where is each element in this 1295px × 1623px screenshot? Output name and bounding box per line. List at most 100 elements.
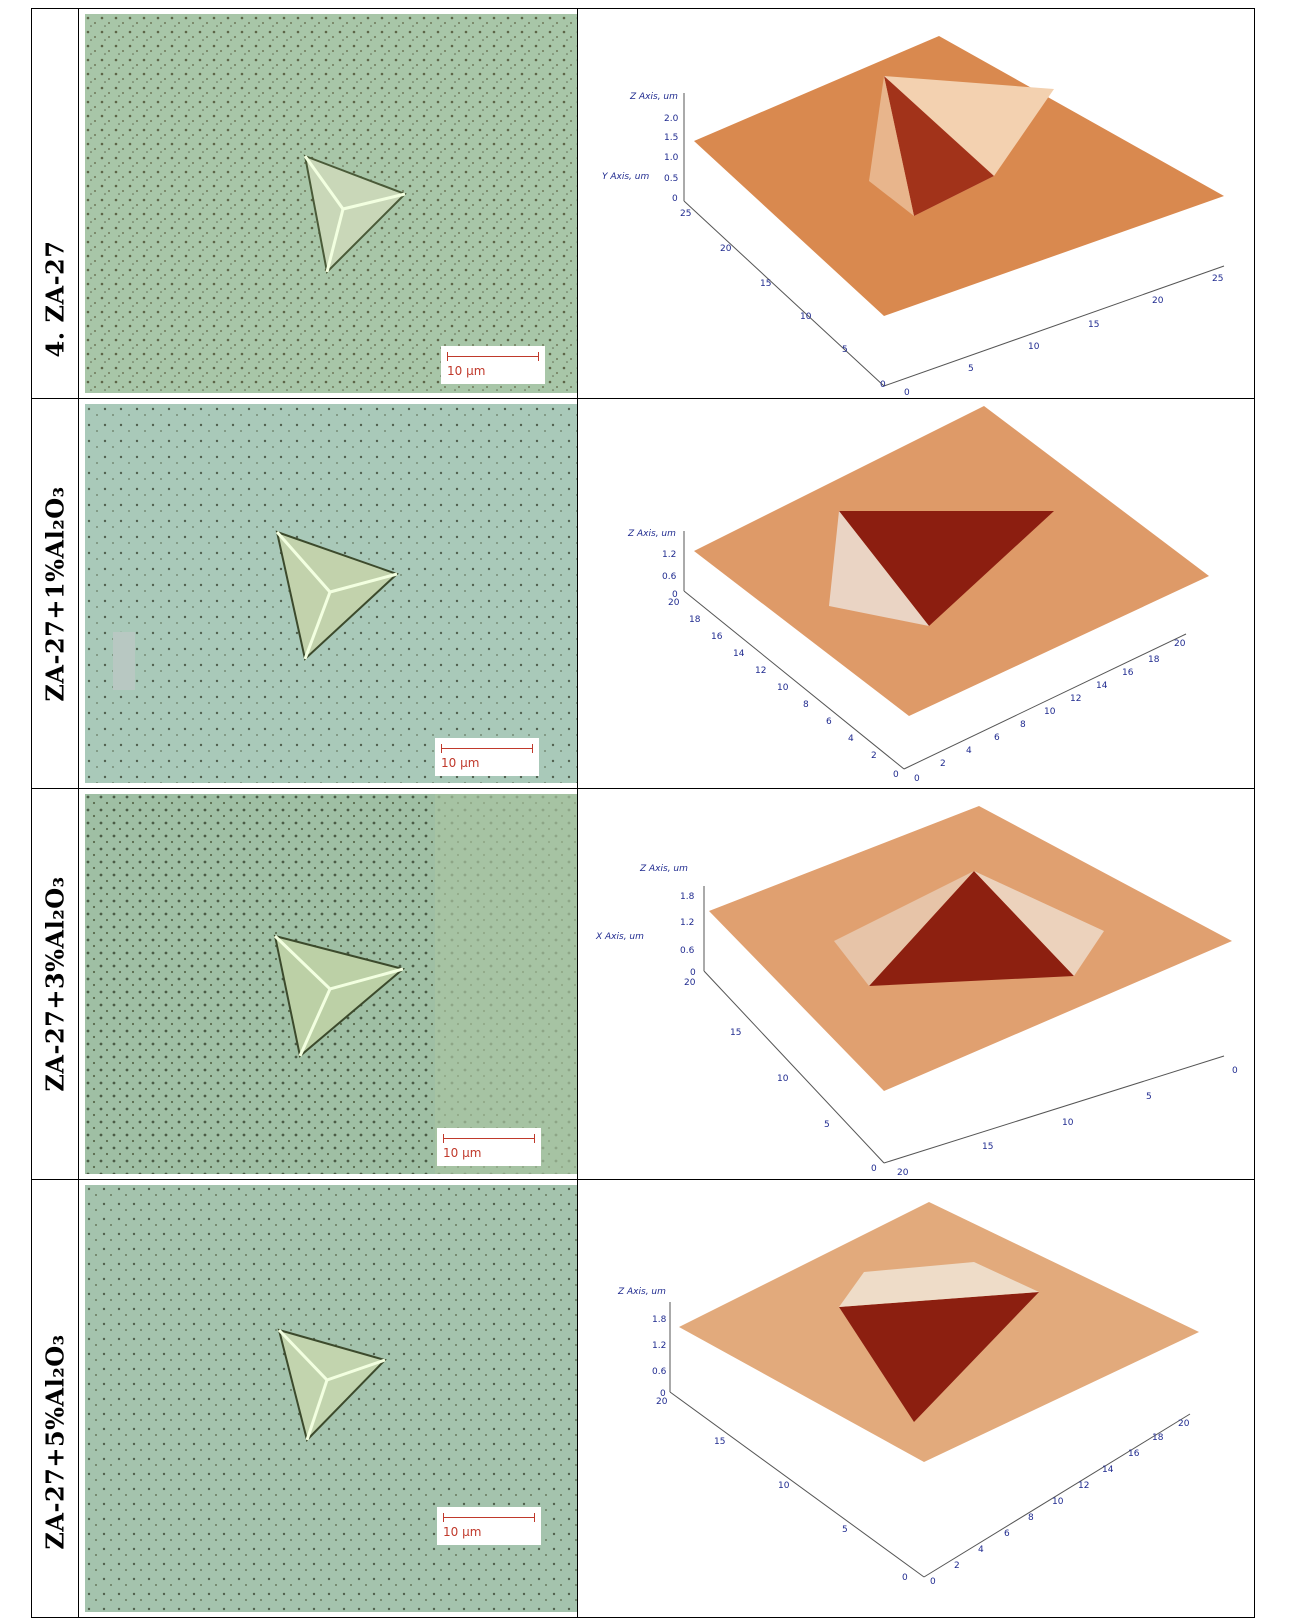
z-tick: 1.2 [662,550,676,560]
right-axis-tick: 4 [966,746,972,756]
left-axis-tick: 5 [842,1525,848,1535]
scale-bar: 10 μm [437,1128,541,1166]
scale-bar: 10 μm [437,1507,541,1545]
z-tick: 0.6 [662,572,677,582]
indent-mark [277,1328,387,1442]
right-axis-tick: 20 [1178,1419,1190,1429]
scale-bar: 10 μm [435,738,539,776]
z-tick: 0.5 [664,174,678,184]
right-axis-tick: 10 [1062,1118,1074,1128]
row-divider [32,398,1254,399]
right-axis-tick: 14 [1102,1465,1114,1475]
left-axis-tick: 18 [689,615,701,625]
right-axis-tick: 6 [1004,1529,1010,1539]
scale-label: 10 μm [441,756,480,770]
left-axis-tick: 12 [755,666,766,676]
left-axis-tick: 5 [842,345,848,355]
right-axis-tick: 18 [1148,655,1160,665]
column-divider [577,9,578,1617]
z-tick: 0 [660,1389,666,1399]
indent-mark [303,154,407,275]
left-axis-tick: 0 [893,770,899,780]
right-axis-tick: 4 [978,1545,984,1555]
sample-row-1pct: ZA-27+1%Al₂O₃ [32,399,1254,788]
z-axis-title: Z Axis, um [639,864,688,874]
left-axis-tick: 8 [803,700,809,710]
left-axis-tick: 20 [656,1397,668,1407]
z-tick: 1.2 [680,918,694,928]
afm-3d-plot: Z Axis, um 1.2 0.6 0 20 18 16 14 12 10 8… [584,401,1252,786]
right-axis-tick: 0 [904,388,910,396]
right-axis-tick: 10 [1028,342,1040,352]
row-divider [32,788,1254,789]
left-axis-tick: 14 [733,649,745,659]
right-axis-tick: 0 [914,774,920,784]
right-axis-tick: 5 [968,364,974,374]
left-axis-tick: 20 [668,598,680,608]
sample-label: ZA-27+5%Al₂O₃ [40,1334,70,1550]
z-axis-title: Z Axis, um [629,92,678,102]
right-axis-tick: 0 [930,1577,936,1587]
sample-label: ZA-27+3%Al₂O₃ [40,876,70,1092]
left-axis-tick: 10 [778,1481,790,1491]
z-tick: 1.5 [664,133,678,143]
scale-label: 10 μm [443,1525,482,1539]
scale-bar: 10 μm [441,346,545,384]
left-axis-tick: 15 [730,1028,741,1038]
right-axis-tick: 5 [1146,1092,1152,1102]
left-axis-tick: 0 [871,1164,877,1174]
z-tick: 1.2 [652,1341,666,1351]
right-axis-tick: 20 [1174,639,1186,649]
left-axis-tick: 15 [760,279,771,289]
right-axis-tick: 2 [954,1561,960,1571]
z-axis-title: Z Axis, um [617,1287,666,1297]
z-tick: 0.6 [652,1367,667,1377]
z-tick: 0.6 [680,946,695,956]
scale-label: 10 μm [447,364,486,378]
row-divider [32,1179,1254,1180]
left-axis-tick: 4 [848,734,854,744]
micrograph: 10 μm [85,14,577,393]
right-axis-tick: 12 [1078,1481,1089,1491]
z-tick: 0 [690,968,696,978]
right-axis-tick: 8 [1020,720,1026,730]
sample-row-5pct: ZA-27+5%Al₂O₃ 10 [32,1180,1254,1617]
left-axis-tick: 25 [680,209,691,219]
left-axis-tick: 10 [777,1074,789,1084]
row-label-cell: ZA-27+5%Al₂O₃ [32,1180,78,1617]
z-axis-title: Z Axis, um [627,529,676,539]
left-axis-tick: 6 [826,717,832,727]
right-axis-tick: 16 [1122,668,1134,678]
sample-row-3pct: ZA-27+3%Al₂O₃ [32,789,1254,1179]
indent-mark [275,530,399,661]
right-axis-tick: 25 [1212,274,1223,284]
right-axis-tick: 20 [1152,296,1164,306]
left-axis-tick: 10 [777,683,789,693]
figure-table: 4. ZA-27 [31,8,1255,1618]
right-axis-tick: 16 [1128,1449,1140,1459]
sample-label: ZA-27+1%Al₂O₃ [40,485,70,702]
left-axis-tick: 20 [684,978,696,988]
afm-3d-plot: Z Axis, um Y Axis, um 2.0 1.5 1.0 0.5 0 … [584,11,1252,396]
scale-label: 10 μm [443,1146,482,1160]
left-axis-tick: 16 [711,632,723,642]
left-axis-tick: 0 [880,380,886,390]
indent-mark [273,934,406,1058]
z-tick: 0 [672,590,678,600]
right-axis-tick: 2 [940,759,946,769]
micrograph: 10 μm [85,1185,577,1612]
column-divider [78,9,79,1617]
z-tick: 1.8 [680,892,695,902]
row-label-cell: 4. ZA-27 [32,9,78,398]
y-axis-title: Y Axis, um [602,172,649,182]
right-axis-tick: 15 [982,1142,993,1152]
row-label-cell: ZA-27+3%Al₂O₃ [32,789,78,1179]
right-axis-tick: 10 [1052,1497,1064,1507]
left-axis-tick: 10 [800,312,812,322]
afm-3d-plot: Z Axis, um 1.8 1.2 0.6 0 20 15 10 5 0 0 … [584,1182,1252,1615]
sample-row-za27: 4. ZA-27 [32,9,1254,398]
z-tick: 0 [672,194,678,204]
right-axis-tick: 14 [1096,681,1108,691]
z-tick: 1.0 [664,153,679,163]
left-axis-tick: 0 [902,1573,908,1583]
